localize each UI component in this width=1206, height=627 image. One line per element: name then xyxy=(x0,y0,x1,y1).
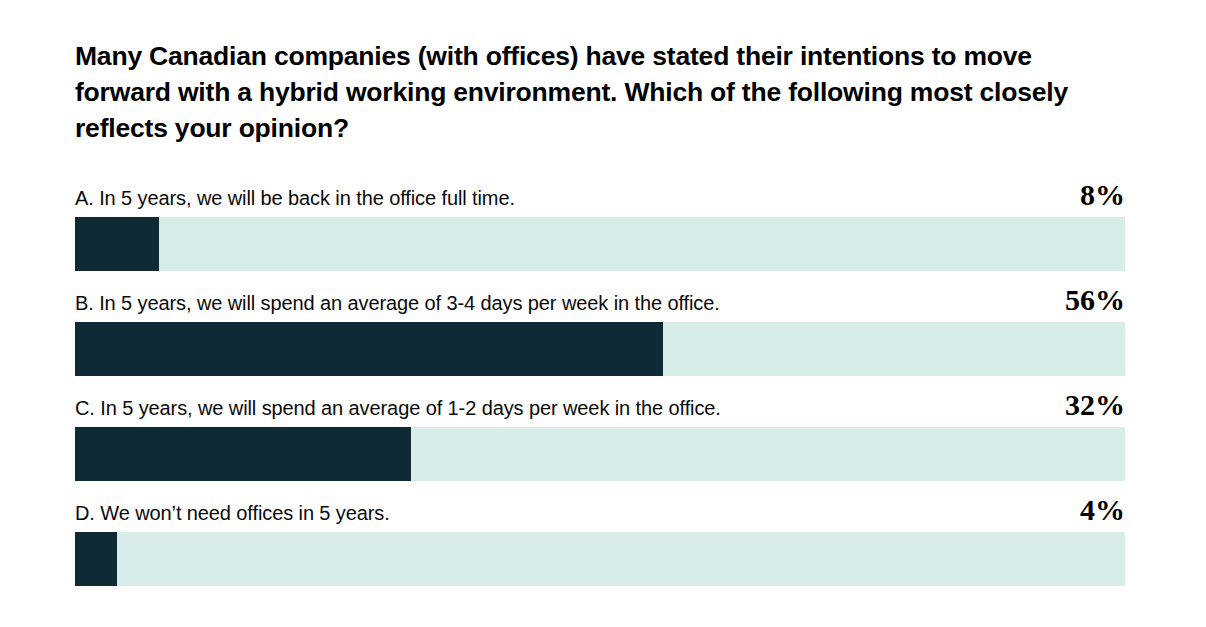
bar-fill-b xyxy=(75,322,663,376)
option-row-c: C. In 5 years, we will spend an average … xyxy=(75,389,1125,481)
bar-fill-c xyxy=(75,427,411,481)
bar-track-a xyxy=(75,217,1125,271)
option-label-b: B. In 5 years, we will spend an average … xyxy=(75,289,720,317)
page-title: Many Canadian companies (with offices) h… xyxy=(75,38,1105,146)
option-percent-b: 56% xyxy=(1065,284,1125,316)
bar-track-d xyxy=(75,532,1125,586)
bar-track-c xyxy=(75,427,1125,481)
survey-chart: Many Canadian companies (with offices) h… xyxy=(75,0,1125,586)
option-percent-a: 8% xyxy=(1080,179,1125,211)
option-label-c: C. In 5 years, we will spend an average … xyxy=(75,394,721,422)
option-row-b: B. In 5 years, we will spend an average … xyxy=(75,284,1125,376)
bar-rows: A. In 5 years, we will be back in the of… xyxy=(75,179,1125,586)
option-percent-c: 32% xyxy=(1065,389,1125,421)
bar-fill-a xyxy=(75,217,159,271)
bar-track-b xyxy=(75,322,1125,376)
option-label-a: A. In 5 years, we will be back in the of… xyxy=(75,184,515,212)
option-row-d: D. We won’t need offices in 5 years. 4% xyxy=(75,494,1125,586)
option-row-a: A. In 5 years, we will be back in the of… xyxy=(75,179,1125,271)
bar-fill-d xyxy=(75,532,117,586)
option-label-d: D. We won’t need offices in 5 years. xyxy=(75,499,390,527)
option-percent-d: 4% xyxy=(1080,494,1125,526)
